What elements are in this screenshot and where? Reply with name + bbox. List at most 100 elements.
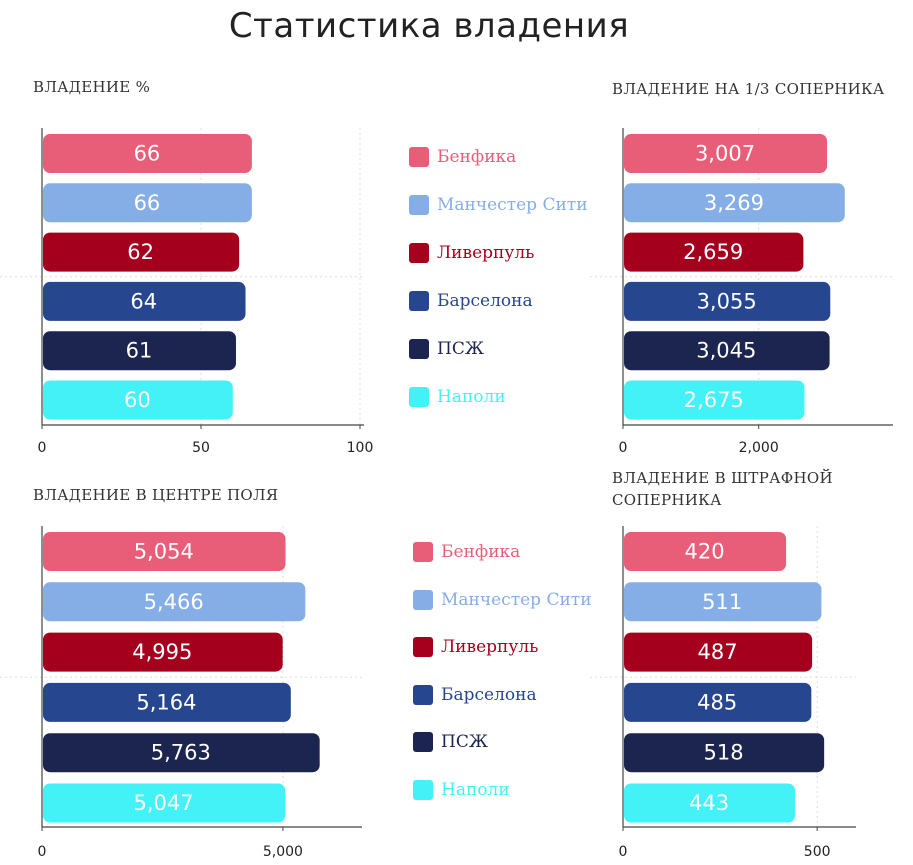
bar-value-label: 61 — [126, 339, 153, 363]
bar — [43, 632, 283, 672]
bar — [43, 232, 240, 272]
legend-swatch — [413, 779, 433, 800]
bar — [43, 783, 286, 823]
x-tick-label: 0 — [38, 440, 47, 456]
chart-penalty-box: 420 511 487 485 518 443 0 500 — [590, 526, 856, 860]
legend-swatch — [409, 339, 429, 359]
legend-item: Наполи — [413, 778, 510, 802]
legend-item: Бенфика — [413, 540, 520, 564]
legend-swatch — [409, 243, 429, 263]
bar-value-label: 66 — [134, 191, 161, 215]
bar-value-label: 3,055 — [697, 289, 757, 313]
bar — [624, 331, 830, 371]
x-tick-label: 2,000 — [739, 440, 779, 456]
legend-item: Манчестер Сити — [409, 193, 588, 217]
chart-possession: 66 66 62 64 61 60 0 50 100 — [0, 128, 374, 456]
panel-title-middle-third: ВЛАДЕНИЕ В ЦЕНТРЕ ПОЛЯ — [33, 486, 279, 504]
legend-swatch — [413, 637, 433, 657]
bar-value-label: 4,995 — [132, 640, 192, 664]
bar-value-label: 3,045 — [696, 339, 756, 363]
bar — [43, 183, 252, 223]
panel-title-possession: ВЛАДЕНИЕ % — [33, 78, 151, 96]
bar-value-label: 64 — [130, 289, 157, 313]
bar — [43, 380, 233, 420]
legend-label: Наполи — [437, 387, 506, 407]
legend-item: Барселона — [409, 289, 533, 313]
legend-item: Барселона — [413, 683, 537, 707]
bar-value-label: 5,466 — [144, 590, 204, 614]
bar-value-label: 420 — [685, 540, 725, 564]
legend-item: Наполи — [409, 385, 506, 409]
bar-value-label: 5,047 — [134, 791, 194, 815]
legend-label: ПСЖ — [441, 732, 488, 752]
x-tick-label: 100 — [347, 440, 374, 456]
legend-label: ПСЖ — [437, 339, 484, 359]
legend-label: Барселона — [441, 684, 537, 705]
x-tick-label: 50 — [192, 440, 210, 456]
bar — [624, 682, 812, 722]
bar — [624, 532, 787, 571]
legend-label: Бенфика — [437, 147, 517, 167]
bar-value-label: 2,659 — [683, 240, 743, 264]
legend-item: Ливерпуль — [413, 635, 538, 659]
bar — [43, 331, 236, 371]
legend-label: Бенфика — [441, 542, 521, 562]
bar-value-label: 518 — [704, 741, 744, 765]
chart-final-third: 3,007 3,269 2,659 3,055 3,045 2,675 0 2,000 — [590, 128, 893, 456]
legend-label: Манчестер Сити — [441, 589, 592, 610]
bar-value-label: 485 — [697, 690, 737, 714]
legend-swatch — [409, 195, 429, 215]
bar — [624, 281, 831, 321]
bar-value-label: 3,269 — [704, 191, 764, 215]
bar-value-label: 60 — [124, 388, 151, 412]
bar — [624, 733, 825, 773]
legend-top: Бенфика Манчестер Сити Ливерпуль Барселона П… — [409, 145, 609, 410]
bar — [624, 232, 804, 272]
legend-swatch — [413, 542, 433, 562]
bar-value-label: 66 — [134, 142, 161, 166]
legend-item: Ливерпуль — [409, 241, 534, 265]
legend-swatch — [409, 291, 429, 311]
bar-value-label: 2,675 — [684, 388, 744, 412]
legend-item: ПСЖ — [409, 337, 484, 361]
panel-title-penalty-box: ВЛАДЕНИЕ В ШТРАФНОЙ СОПЕРНИКА — [612, 469, 833, 509]
legend-swatch — [413, 732, 433, 752]
bar — [624, 632, 813, 672]
legend-label: Наполи — [441, 779, 510, 800]
legend-label: Ливерпуль — [437, 243, 535, 263]
legend-swatch — [409, 147, 429, 167]
bar-value-label: 511 — [702, 590, 742, 614]
legend-label: Ливерпуль — [441, 637, 539, 657]
bar — [43, 532, 286, 571]
x-tick-label: 0 — [619, 844, 628, 860]
bar-value-label: 443 — [689, 791, 729, 815]
legend-swatch — [413, 684, 433, 705]
bar — [624, 380, 805, 420]
bar — [43, 281, 246, 321]
bar — [43, 733, 320, 773]
bar-value-label: 487 — [698, 640, 738, 664]
bar — [624, 134, 828, 173]
bar-value-label: 62 — [127, 240, 154, 264]
bar — [624, 582, 822, 622]
bar — [43, 582, 306, 622]
legend-item: ПСЖ — [413, 730, 488, 754]
bar-value-label: 5,164 — [136, 690, 196, 714]
bar — [624, 183, 845, 223]
bar-value-label: 5,054 — [134, 540, 194, 564]
legend-bottom: Бенфика Манчестер Сити Ливерпуль Барселона П… — [413, 540, 613, 805]
legend-item: Манчестер Сити — [413, 588, 592, 612]
chart-middle-third: 5,054 5,466 4,995 5,164 5,763 5,047 0 5,000 — [0, 526, 362, 860]
bar — [43, 134, 252, 173]
x-tick-label: 500 — [804, 844, 831, 860]
legend-label: Барселона — [437, 291, 533, 311]
x-tick-label: 0 — [38, 844, 47, 860]
bar — [624, 783, 796, 823]
legend-swatch — [409, 387, 429, 407]
x-tick-label: 0 — [619, 440, 628, 456]
x-tick-label: 5,000 — [263, 844, 303, 860]
bar — [43, 682, 291, 722]
bar-value-label: 5,763 — [151, 741, 211, 765]
legend-swatch — [413, 589, 433, 610]
legend-item: Бенфика — [409, 145, 516, 169]
